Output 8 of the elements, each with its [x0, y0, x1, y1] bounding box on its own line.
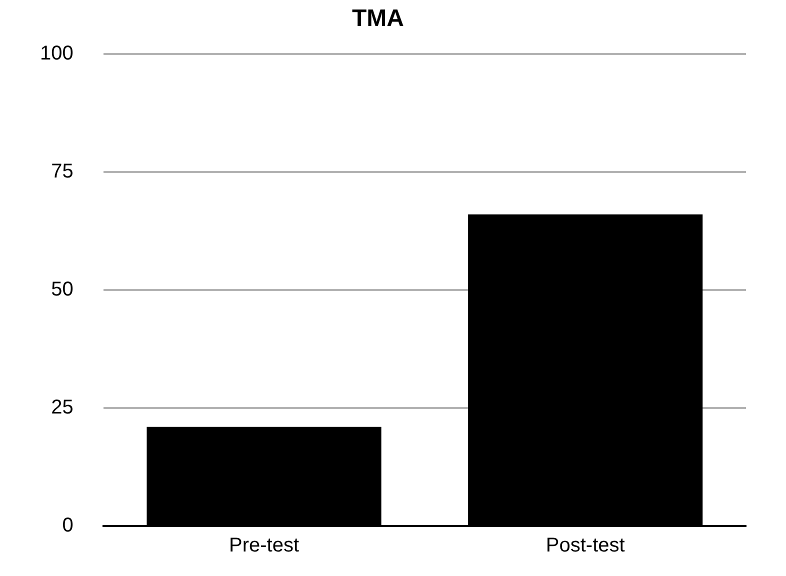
- y-tick-label: 0: [62, 514, 74, 537]
- x-tick-label: Pre-test: [229, 534, 300, 557]
- y-tick-label: 25: [51, 396, 74, 418]
- chart-title: TMA: [352, 5, 404, 32]
- y-tick-label: 75: [51, 160, 74, 182]
- x-tick-label: Post-test: [546, 534, 626, 557]
- y-tick-label: 100: [40, 42, 74, 64]
- y-tick-label: 50: [51, 278, 74, 300]
